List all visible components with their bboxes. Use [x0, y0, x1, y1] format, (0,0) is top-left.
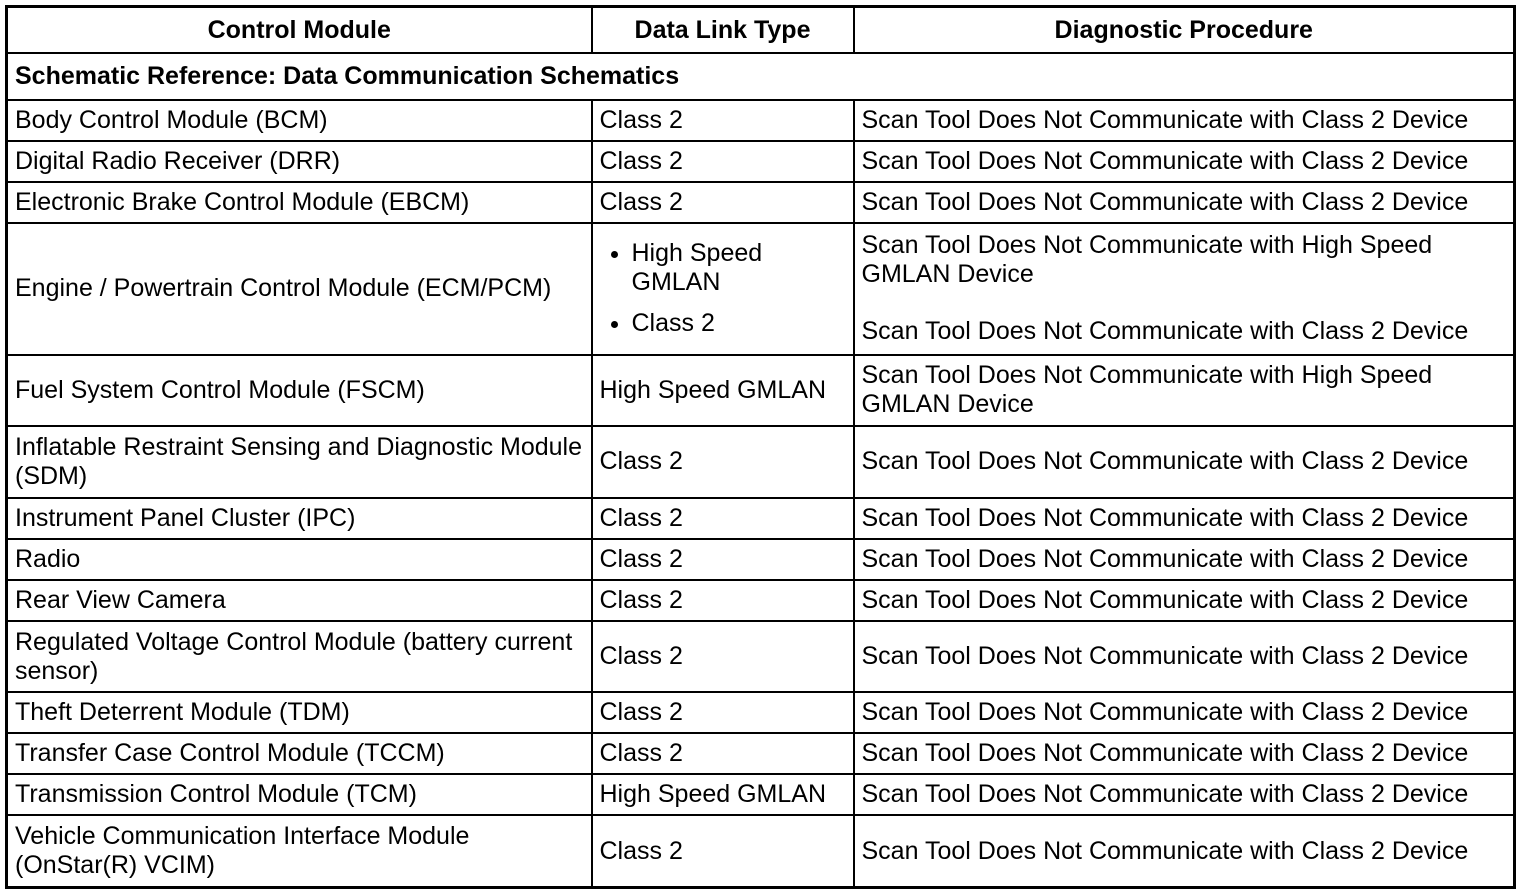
diagnostic-procedure-cell: Scan Tool Does Not Communicate with Clas…: [852, 578, 1516, 622]
diagnostic-procedure-cell: Scan Tool Does Not Communicate with Clas…: [852, 98, 1516, 143]
data-link-type-cell: Class 2: [590, 691, 855, 735]
table-row: Theft Deterrent Module (TDM) Class 2 Scan …: [5, 691, 1516, 735]
control-module-diagnostic-table: Control Module Data Link Type Diagnostic…: [5, 5, 1516, 889]
table-row: Fuel System Control Module (FSCM) High Sp…: [5, 353, 1516, 428]
diagnostic-procedure-cell: Scan Tool Does Not Communicate with Clas…: [852, 537, 1516, 581]
control-module-cell: Fuel System Control Module (FSCM): [5, 353, 593, 428]
diagnostic-procedure-text: Scan Tool Does Not Communicate with Clas…: [861, 780, 1469, 809]
data-link-type-cell: Class 2: [590, 98, 855, 143]
data-link-type-cell: Class 2: [590, 496, 855, 540]
schematic-reference-text: Schematic Reference: Data Communication …: [5, 52, 1516, 101]
diagnostic-procedure-cell: Scan Tool Does Not Communicate with Clas…: [852, 773, 1516, 817]
control-module-cell: Electronic Brake Control Module (EBCM): [5, 181, 593, 225]
diagnostic-procedure-text: Scan Tool Does Not Communicate with Clas…: [861, 836, 1469, 865]
data-link-bullet-item: Class 2: [632, 309, 847, 338]
data-link-type-cell: Class 2: [590, 181, 855, 225]
table-row: Transmission Control Module (TCM) High Sp…: [5, 773, 1516, 817]
data-link-type-cell: Class 2: [590, 732, 855, 776]
diagnostic-procedure-text: Scan Tool Does Not Communicate with High…: [861, 361, 1433, 419]
diagnostic-procedure-cell: Scan Tool Does Not Communicate with Clas…: [852, 814, 1516, 889]
control-module-cell: Transmission Control Module (TCM): [5, 773, 593, 817]
control-module-cell: Regulated Voltage Control Module (batter…: [5, 619, 593, 694]
diagnostic-procedure-text: Scan Tool Does Not Communicate with Clas…: [861, 147, 1469, 176]
table-row: Regulated Voltage Control Module (batter…: [5, 619, 1516, 694]
table-header-row: Control Module Data Link Type Diagnostic…: [5, 5, 1516, 54]
data-link-type-cell: Class 2: [590, 619, 855, 694]
data-link-bullet-item: High Speed GMLAN: [632, 239, 847, 297]
column-header-data-link-type: Data Link Type: [590, 5, 855, 54]
diagnostic-procedure-cell: Scan Tool Does Not Communicate with High…: [852, 222, 1516, 356]
diagnostic-procedure-cell: Scan Tool Does Not Communicate with Clas…: [852, 496, 1516, 540]
data-link-type-cell: Class 2: [590, 578, 855, 622]
control-module-cell: Inflatable Restraint Sensing and Diagnos…: [5, 425, 593, 499]
table-row: Instrument Panel Cluster (IPC) Class 2 Sca…: [5, 496, 1516, 540]
table-row: Radio Class 2 Scan Tool Does Not Communica…: [5, 537, 1516, 581]
diagnostic-procedure-cell: Scan Tool Does Not Communicate with Clas…: [852, 691, 1516, 735]
diagnostic-procedure-text: Scan Tool Does Not Communicate with Clas…: [861, 317, 1469, 346]
control-module-cell: Theft Deterrent Module (TDM): [5, 691, 593, 735]
diagnostic-procedure-cell: Scan Tool Does Not Communicate with Clas…: [852, 619, 1516, 694]
table-row: Body Control Module (BCM) Class 2 Scan Too…: [5, 98, 1516, 143]
column-header-control-module: Control Module: [5, 5, 593, 54]
data-link-type-cell: High Speed GMLAN: [590, 773, 855, 817]
section-header-row: Schematic Reference: Data Communication …: [5, 52, 1516, 101]
control-module-cell: Vehicle Communication Interface Module (…: [5, 814, 593, 889]
control-module-cell: Instrument Panel Cluster (IPC): [5, 496, 593, 540]
control-module-cell: Transfer Case Control Module (TCCM): [5, 732, 593, 776]
diagnostic-procedure-cell: Scan Tool Does Not Communicate with Clas…: [852, 140, 1516, 184]
diagnostic-procedure-cell: Scan Tool Does Not Communicate with Clas…: [852, 425, 1516, 499]
control-module-cell: Engine / Powertrain Control Module (ECM/…: [5, 222, 593, 356]
diagnostic-procedure-text: Scan Tool Does Not Communicate with Clas…: [861, 503, 1469, 532]
diagnostic-procedure-cell: Scan Tool Does Not Communicate with High…: [852, 353, 1516, 428]
control-module-cell: Radio: [5, 537, 593, 581]
data-link-type-cell: High Speed GMLAN: [590, 353, 855, 428]
table-body: Body Control Module (BCM) Class 2 Scan Too…: [5, 98, 1516, 889]
table-row: Transfer Case Control Module (TCCM) Class…: [5, 732, 1516, 776]
table-row: Engine / Powertrain Control Module (ECM/…: [5, 222, 1516, 356]
table-row: Electronic Brake Control Module (EBCM) Cl…: [5, 181, 1516, 225]
control-module-cell: Body Control Module (BCM): [5, 98, 593, 143]
diagnostic-procedure-cell: Scan Tool Does Not Communicate with Clas…: [852, 181, 1516, 225]
diagnostic-procedure-text: Scan Tool Does Not Communicate with Clas…: [861, 544, 1469, 573]
data-link-bullet-list: High Speed GMLAN Class 2: [600, 239, 847, 338]
diagnostic-procedure-text: Scan Tool Does Not Communicate with Clas…: [861, 106, 1469, 135]
data-link-type-cell: High Speed GMLAN Class 2: [590, 222, 855, 356]
control-module-cell: Rear View Camera: [5, 578, 593, 622]
column-header-diagnostic-procedure: Diagnostic Procedure: [852, 5, 1516, 54]
data-link-type-cell: Class 2: [590, 814, 855, 889]
control-module-cell: Digital Radio Receiver (DRR): [5, 140, 593, 184]
table-row: Vehicle Communication Interface Module (…: [5, 814, 1516, 889]
diagnostic-procedure-text: Scan Tool Does Not Communicate with Clas…: [861, 447, 1469, 476]
table-row: Inflatable Restraint Sensing and Diagnos…: [5, 425, 1516, 499]
data-link-type-cell: Class 2: [590, 140, 855, 184]
diagnostic-procedure-text: Scan Tool Does Not Communicate with Clas…: [861, 739, 1469, 768]
diagnostic-procedure-text: Scan Tool Does Not Communicate with Clas…: [861, 698, 1469, 727]
diagnostic-procedure-text: Scan Tool Does Not Communicate with Clas…: [861, 642, 1469, 671]
diagnostic-procedure-text: Scan Tool Does Not Communicate with Clas…: [861, 188, 1469, 217]
diagnostic-procedure-text: Scan Tool Does Not Communicate with Clas…: [861, 585, 1469, 614]
diagnostic-procedure-text: Scan Tool Does Not Communicate with High…: [861, 231, 1433, 289]
data-link-type-cell: Class 2: [590, 537, 855, 581]
data-link-type-cell: Class 2: [590, 425, 855, 499]
table-row: Digital Radio Receiver (DRR) Class 2 Scan …: [5, 140, 1516, 184]
table-row: Rear View Camera Class 2 Scan Tool Does No…: [5, 578, 1516, 622]
diagnostic-procedure-cell: Scan Tool Does Not Communicate with Clas…: [852, 732, 1516, 776]
